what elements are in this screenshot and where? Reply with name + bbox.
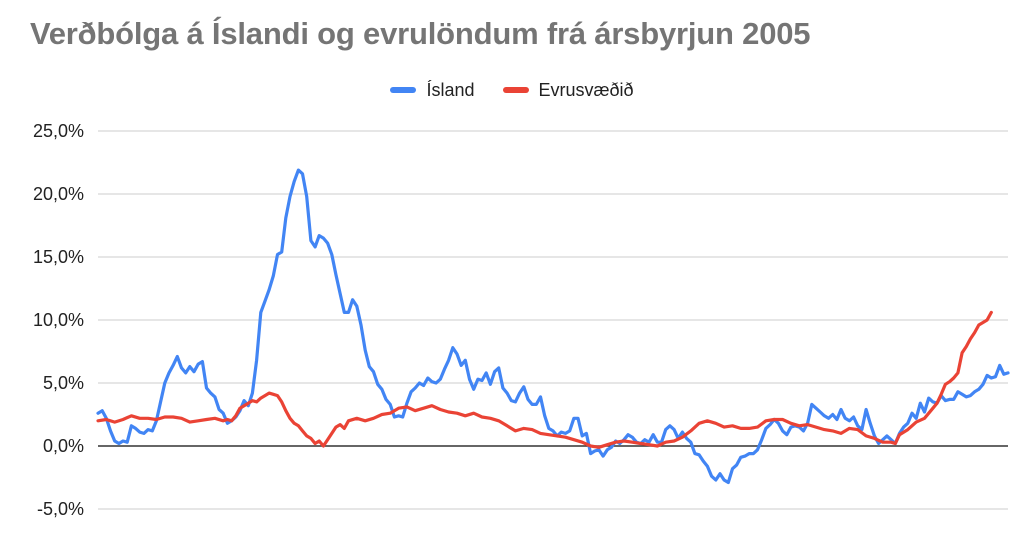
legend-swatch-island: [390, 87, 417, 93]
chart-title: Verðbólga á Íslandi og evrulöndum frá ár…: [30, 16, 811, 51]
y-tick-label: 10,0%: [33, 310, 84, 330]
y-tick-label: 20,0%: [33, 184, 84, 204]
legend-item-evrusvaedid: Evrusvæðið: [502, 79, 634, 101]
legend-label-island: Ísland: [426, 79, 475, 100]
legend-label-evrusvaedid: Evrusvæðið: [538, 79, 634, 100]
y-tick-label: 15,0%: [33, 247, 84, 267]
y-tick-label: 5,0%: [43, 373, 84, 393]
legend-swatch-evrusvaedid: [502, 87, 529, 93]
y-tick-label: 25,0%: [33, 121, 84, 141]
series-line-evrusvaedid: [96, 310, 993, 449]
y-tick-label: -5,0%: [37, 499, 84, 519]
y-tick-label: 0,0%: [43, 436, 84, 456]
legend-item-island: Ísland: [390, 79, 475, 101]
chart-legend: Ísland Evrusvæðið: [0, 78, 1024, 102]
